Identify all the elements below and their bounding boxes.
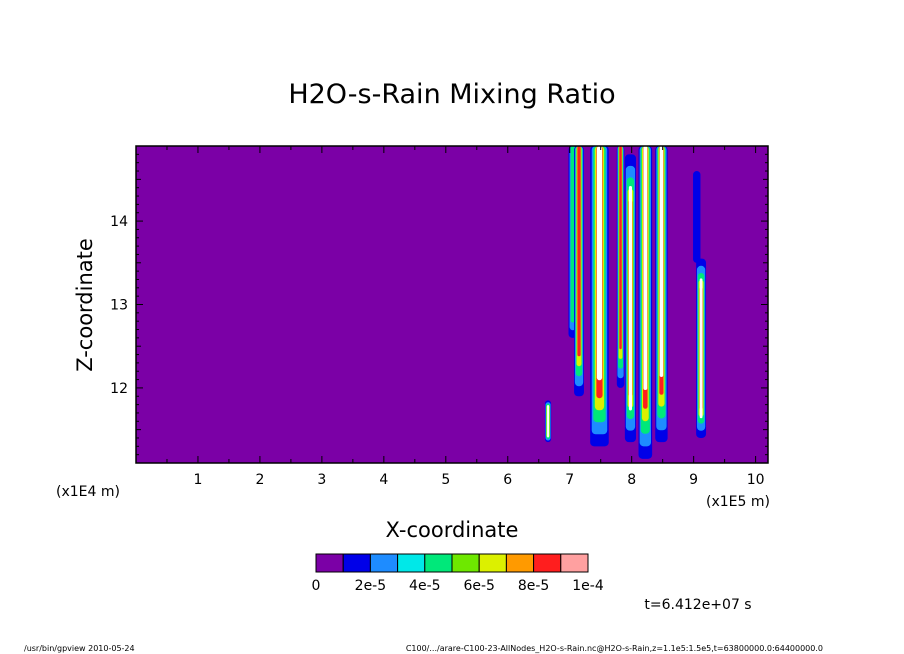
rain-shaft bbox=[693, 171, 701, 263]
y-tick-label: 12 bbox=[110, 381, 128, 397]
colorbar-labels: 0 2e-5 4e-5 6e-5 8e-5 1e-4 bbox=[312, 578, 604, 594]
colorbar-label: 4e-5 bbox=[409, 578, 440, 594]
footer-right: C100/.../arare-C100-23-AllNodes_H2O-s-Ra… bbox=[406, 644, 823, 653]
x-tick-label: 10 bbox=[747, 472, 765, 488]
colorbar-swatch bbox=[315, 553, 344, 573]
y-tick-label: 13 bbox=[110, 298, 128, 314]
x-axis-label: X-coordinate bbox=[386, 518, 519, 542]
colorbar-label: 1e-4 bbox=[572, 578, 604, 594]
shaft-band bbox=[577, 146, 581, 357]
colorbar-label: 8e-5 bbox=[518, 578, 549, 594]
colorbar-swatch bbox=[342, 553, 371, 573]
rain-shaft bbox=[655, 146, 668, 443]
colorbar bbox=[315, 553, 589, 573]
rain-shaft bbox=[544, 400, 552, 443]
shaft-core bbox=[659, 146, 664, 377]
shaft-band bbox=[693, 171, 701, 263]
rain-shafts bbox=[544, 146, 707, 459]
x-tick-label: 9 bbox=[689, 472, 698, 488]
colorbar-swatch bbox=[424, 553, 453, 573]
rain-shaft bbox=[696, 258, 707, 438]
colorbar-swatch bbox=[560, 553, 589, 573]
rain-shaft bbox=[616, 146, 625, 388]
y-axis-unit: (x1E4 m) bbox=[56, 484, 120, 500]
x-axis-ticks: 1 2 3 4 5 6 7 8 9 10 bbox=[166, 146, 765, 488]
colorbar-label: 6e-5 bbox=[463, 578, 494, 594]
colorbar-swatch bbox=[397, 553, 426, 573]
colorbar-swatch bbox=[478, 553, 507, 573]
x-tick-label: 8 bbox=[627, 472, 636, 488]
shaft-core bbox=[643, 146, 648, 391]
x-tick-label: 7 bbox=[565, 472, 574, 488]
rain-shaft bbox=[624, 154, 637, 443]
colorbar-swatch bbox=[369, 553, 399, 573]
x-tick-label: 2 bbox=[255, 472, 264, 488]
y-axis-ticks: 12 13 14 bbox=[110, 153, 768, 456]
colorbar-label: 0 bbox=[312, 578, 321, 594]
shaft-band bbox=[619, 146, 622, 350]
colorbar-swatch bbox=[505, 553, 535, 573]
x-tick-label: 6 bbox=[503, 472, 512, 488]
x-axis-unit: (x1E5 m) bbox=[706, 494, 770, 510]
rain-shaft bbox=[590, 146, 609, 447]
time-annotation: t=6.412e+07 s bbox=[644, 597, 751, 613]
shaft-band bbox=[570, 146, 575, 323]
y-tick-label: 14 bbox=[110, 214, 128, 230]
rain-shaft bbox=[638, 146, 653, 459]
shaft-core bbox=[547, 405, 550, 438]
x-tick-label: 4 bbox=[379, 472, 388, 488]
shaft-core bbox=[699, 278, 703, 419]
colorbar-swatch bbox=[451, 553, 480, 573]
colorbar-swatch bbox=[533, 553, 562, 573]
x-tick-label: 1 bbox=[193, 472, 202, 488]
rain-shaft bbox=[574, 146, 584, 397]
chart-title: H2O-s-Rain Mixing Ratio bbox=[288, 79, 615, 110]
x-tick-label: 5 bbox=[441, 472, 450, 488]
plot-background bbox=[136, 146, 768, 463]
y-axis-label: Z-coordinate bbox=[73, 238, 97, 372]
shaft-core bbox=[596, 146, 603, 381]
x-tick-label: 3 bbox=[317, 472, 326, 488]
shaft-core bbox=[628, 186, 633, 411]
colorbar-label: 2e-5 bbox=[355, 578, 386, 594]
footer-left: /usr/bin/gpview 2010-05-24 bbox=[24, 644, 135, 653]
